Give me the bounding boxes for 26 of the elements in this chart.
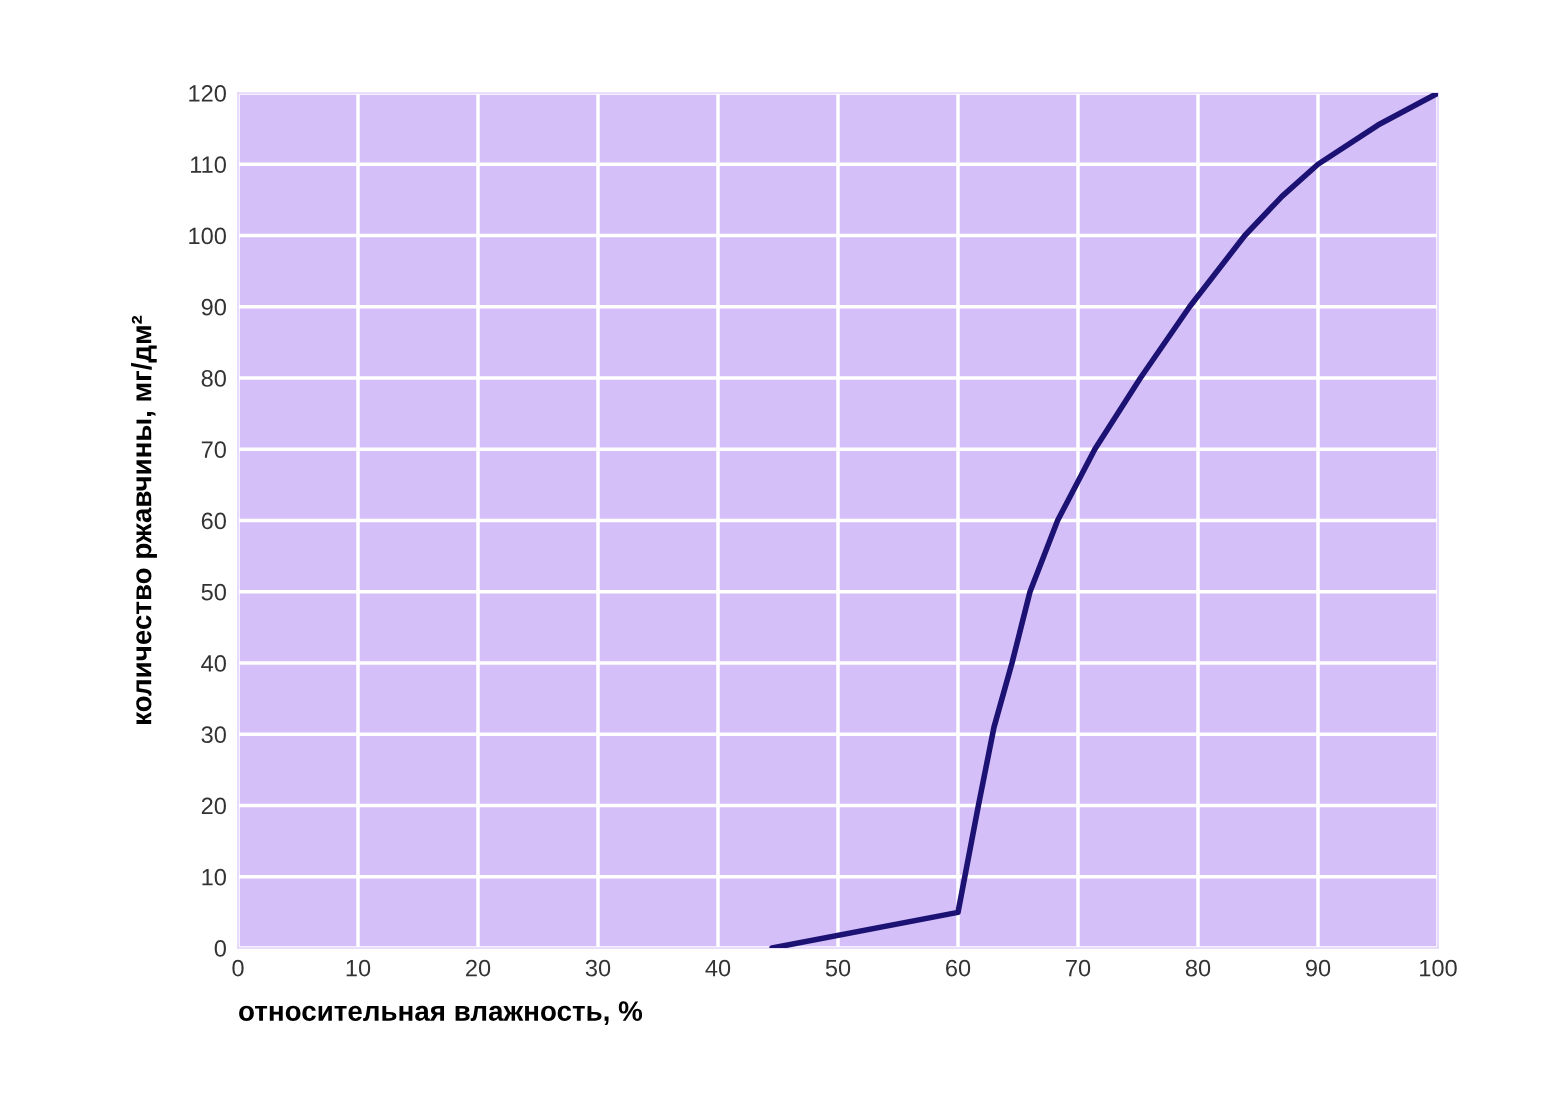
y-tick-label: 120 <box>189 85 226 102</box>
x-tick-label: 100 <box>1420 959 1457 977</box>
x-tick-label: 0 <box>232 959 244 977</box>
x-tick-label: 40 <box>705 959 731 977</box>
y-tick-label: 40 <box>201 655 226 672</box>
x-tick-label: 70 <box>1066 959 1091 977</box>
y-tick-label: 70 <box>201 441 226 459</box>
x-tick-label: 10 <box>346 959 371 977</box>
x-tick-label: 50 <box>825 959 851 977</box>
x-tick-label: 90 <box>1305 959 1331 977</box>
y-tick-label: 30 <box>201 726 226 744</box>
y-tick-label: 50 <box>201 583 226 601</box>
y-tick-label: 80 <box>201 370 226 387</box>
x-tick-label: 30 <box>585 959 611 977</box>
y-tick-label: 10 <box>202 868 226 886</box>
y-tick-label: 90 <box>201 298 226 316</box>
y-axis-title: количество ржавчины, мг/дм² <box>131 315 157 724</box>
x-tick-label: 80 <box>1185 959 1211 977</box>
y-tick-label: 60 <box>201 512 226 530</box>
x-tick-label: 60 <box>946 959 971 977</box>
y-tick-label: 100 <box>189 227 226 245</box>
y-tick-label: 110 <box>191 156 226 174</box>
y-tick-label: 20 <box>201 797 226 815</box>
x-tick-label: 20 <box>466 959 491 977</box>
x-axis-title: относительная влажность, % <box>239 1001 643 1025</box>
y-tick-label: 0 <box>214 940 226 957</box>
